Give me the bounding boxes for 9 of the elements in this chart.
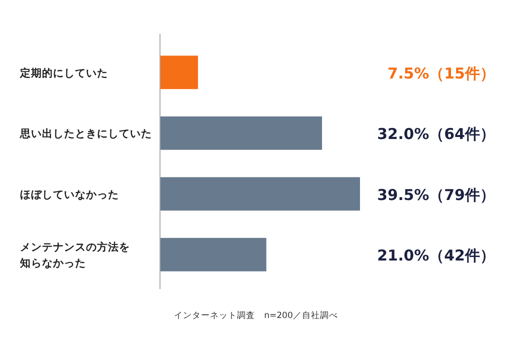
data-label: 39.5%（79件） — [377, 186, 495, 204]
data-label: 32.0%（64件） — [377, 125, 495, 144]
y-tick-label: 定期的にしていた — [19, 66, 108, 80]
data-label: 7.5%（15件） — [388, 64, 495, 82]
text: インターネット調査 n=200／自社調べ — [174, 310, 338, 321]
y-tick-label: ほぼしていなかった — [20, 188, 119, 201]
data-label: 21.0%（42件） — [377, 246, 495, 265]
y-tick-label: メンテナンスの方法を知らなかった — [19, 240, 130, 270]
y-tick-label: 思い出したときにしていた — [19, 127, 152, 140]
